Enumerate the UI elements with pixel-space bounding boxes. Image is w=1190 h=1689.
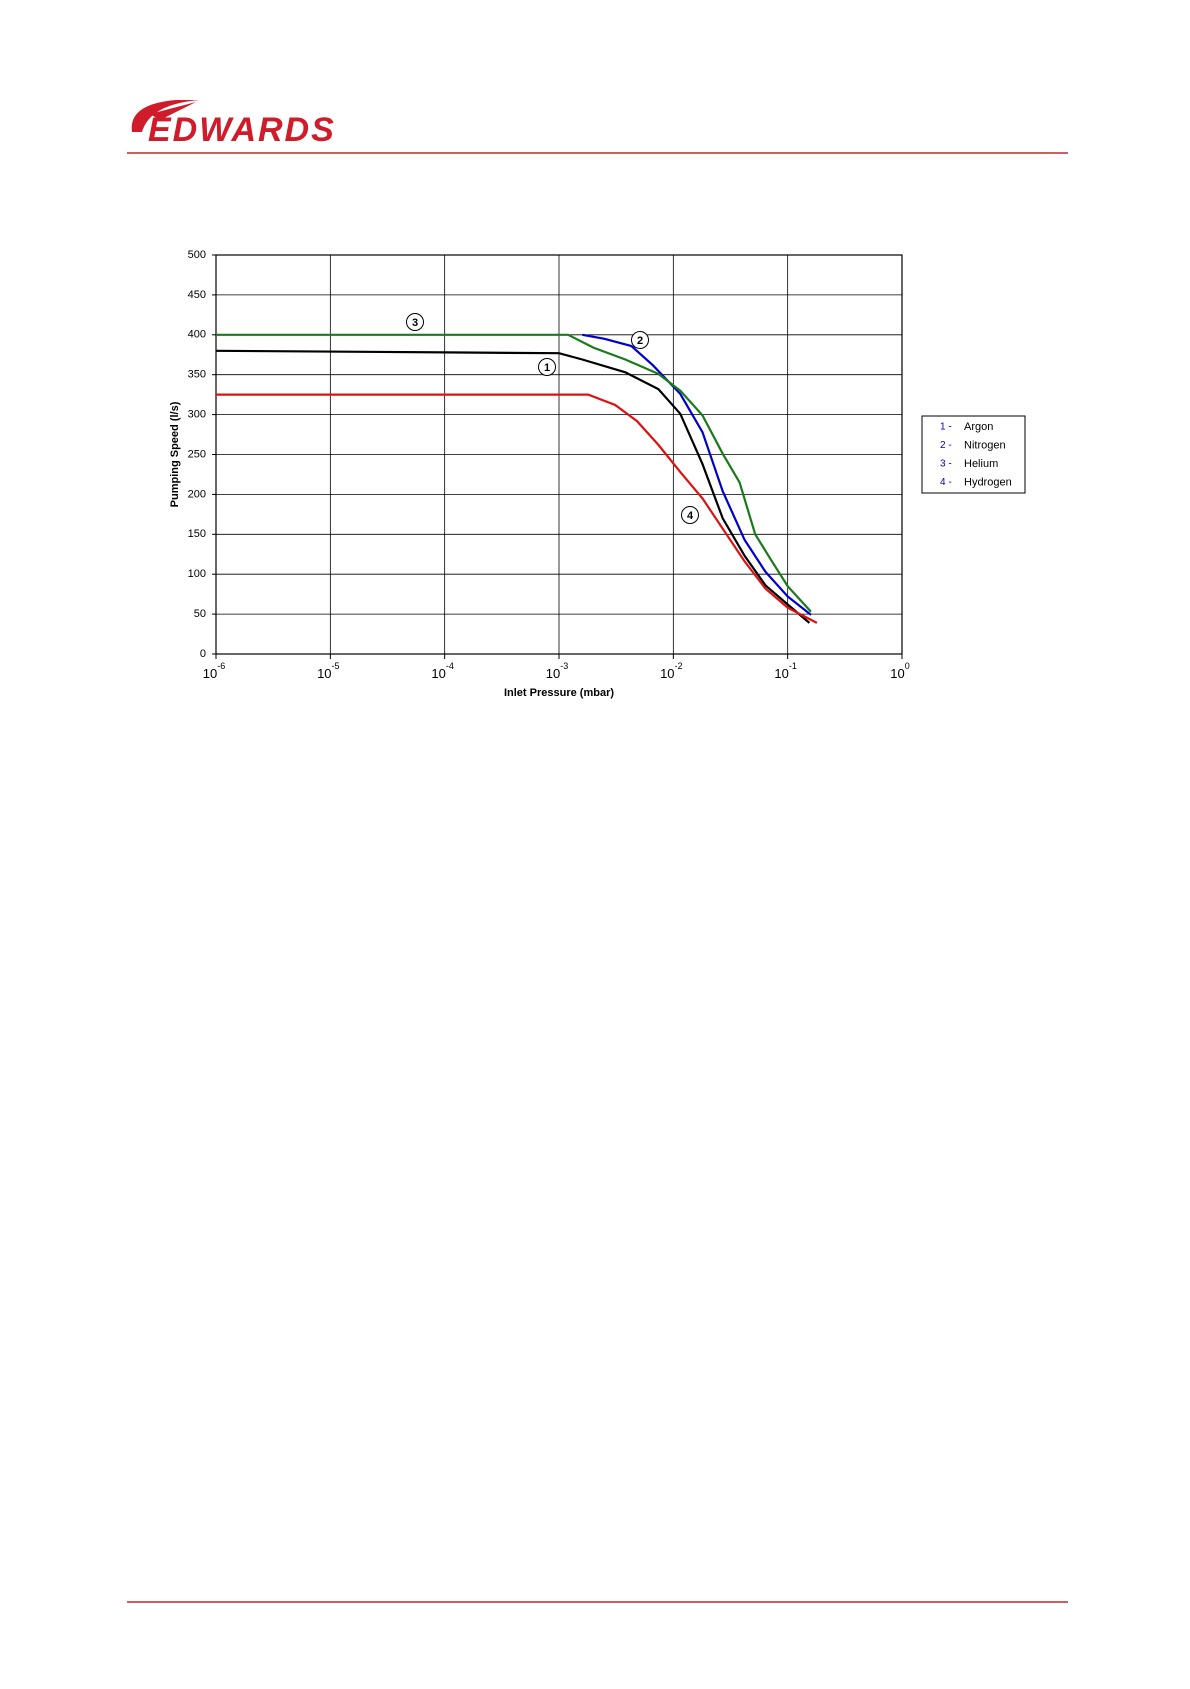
x-tick-label: 100 [890, 661, 909, 681]
y-tick-label: 200 [188, 488, 206, 500]
legend-key: 1 - [940, 422, 952, 433]
legend-label: Helium [964, 458, 998, 470]
y-tick-label: 100 [188, 568, 206, 580]
legend-label: Argon [964, 421, 993, 433]
logo-text: EDWARDS [148, 111, 336, 149]
y-tick-label: 350 [188, 369, 206, 381]
x-tick-label: 10-3 [546, 661, 568, 681]
x-tick-base: 10 [431, 666, 445, 681]
x-tick-label: 10-1 [774, 661, 796, 681]
legend-label: Nitrogen [964, 439, 1006, 451]
x-tick-exponent: -4 [446, 661, 454, 671]
x-tick-base: 10 [317, 666, 331, 681]
series-line [216, 333, 812, 613]
y-tick-label: 450 [188, 289, 206, 301]
chart: 05010015020025030035040045050010-610-510… [169, 249, 1026, 699]
legend-key: 2 - [940, 440, 952, 451]
x-tick-base: 10 [774, 666, 788, 681]
x-tick-label: 10-5 [317, 661, 339, 681]
series-line [582, 333, 812, 616]
y-tick-label: 250 [188, 448, 206, 460]
logo-swoosh [131, 100, 200, 132]
y-tick-label: 50 [194, 608, 206, 620]
series-line [216, 393, 818, 624]
y-tick-label: 400 [188, 329, 206, 341]
x-tick-exponent: -2 [675, 661, 683, 671]
y-tick-label: 0 [200, 648, 206, 660]
x-tick-label: 10-2 [660, 661, 682, 681]
x-tick-exponent: -5 [332, 661, 340, 671]
logo: EDWARDS [131, 100, 336, 149]
annotation-circle [631, 331, 649, 349]
annotation: 4 [687, 510, 694, 522]
x-tick-base: 10 [660, 666, 674, 681]
annotation-circle [406, 313, 424, 331]
series-line [215, 349, 811, 624]
y-tick-label: 150 [188, 528, 206, 540]
y-tick-label: 500 [188, 249, 206, 261]
legend-box [921, 415, 1026, 494]
logo-swoosh [150, 102, 196, 120]
x-tick-base: 10 [203, 666, 217, 681]
annotation: 2 [637, 335, 643, 347]
annotation: 1 [544, 362, 550, 374]
legend-key: 3 - [940, 459, 952, 470]
x-tick-label: 10-6 [203, 661, 225, 681]
x-tick-exponent: -1 [789, 661, 797, 671]
y-axis-label: Pumping Speed (l/s) [169, 401, 181, 507]
annotation: 3 [412, 317, 418, 329]
annotation-circle [538, 358, 556, 376]
x-tick-label: 10-4 [431, 661, 453, 681]
legend-label: Hydrogen [964, 476, 1012, 488]
annotation-circle [681, 506, 699, 524]
x-tick-exponent: 0 [905, 661, 910, 671]
x-tick-base: 10 [890, 666, 904, 681]
legend-key: 4 - [940, 477, 952, 488]
x-tick-base: 10 [546, 666, 560, 681]
y-tick-label: 300 [188, 409, 206, 421]
x-axis-label: Inlet Pressure (mbar) [504, 687, 614, 699]
x-tick-exponent: -6 [217, 661, 225, 671]
x-tick-exponent: -3 [560, 661, 568, 671]
